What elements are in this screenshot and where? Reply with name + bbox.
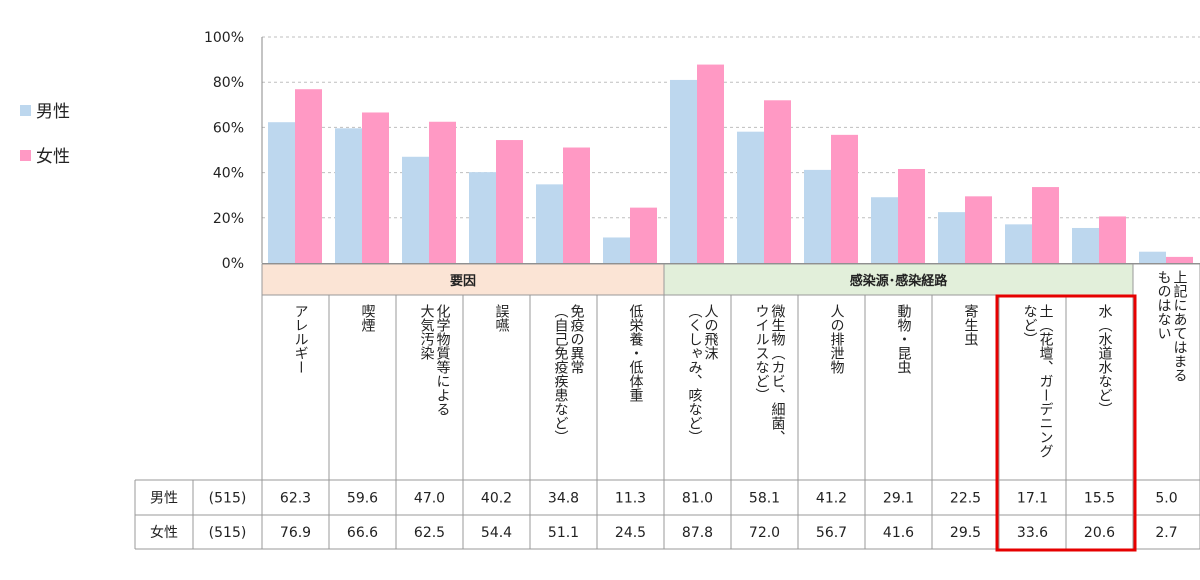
bar-male	[1072, 227, 1099, 263]
bar-male	[871, 197, 898, 263]
bar-female	[429, 121, 456, 263]
table-row-name: 女性	[150, 524, 178, 541]
table-cell-value: 54.4	[481, 525, 512, 541]
category-label: 上記にあてはまる	[1172, 270, 1188, 382]
bar-male	[1139, 251, 1166, 263]
category-label: 人の排泄物	[829, 304, 845, 375]
table-cell-value: 87.8	[682, 525, 713, 541]
legend-female-swatch	[20, 150, 31, 161]
bar-female	[965, 196, 992, 263]
bar-female	[630, 207, 657, 263]
table-row-n: (515)	[209, 525, 247, 541]
table-cell-value: 56.7	[816, 525, 847, 541]
table-cell-value: 72.0	[749, 525, 780, 541]
category-label: 低栄養・低体重	[628, 304, 644, 402]
table-cell-value: 62.5	[414, 525, 445, 541]
table-cell-value: 76.9	[280, 525, 311, 541]
table-cell-value: 5.0	[1155, 491, 1177, 507]
bar-female	[1099, 216, 1126, 263]
table-cell-value: 29.5	[950, 525, 981, 541]
table-cell-value: 29.1	[883, 491, 914, 507]
category-label: 動物・昆虫	[896, 304, 912, 375]
bar-female	[1166, 256, 1193, 263]
table-row-name: 男性	[150, 491, 178, 507]
legend-female: 女性	[20, 142, 70, 167]
legend-male: 男性	[20, 97, 70, 122]
table-cell-value: 58.1	[749, 491, 780, 507]
category-label: アレルギー	[293, 304, 309, 374]
y-tick-label: 80%	[213, 75, 244, 91]
category-label: 土（花壇、ガーデニング	[1038, 304, 1054, 458]
group-header-band	[663, 263, 1134, 296]
table-cell-value: 66.6	[347, 525, 378, 541]
y-tick-label: 100%	[204, 30, 244, 46]
table-cell-value: 11.3	[615, 491, 646, 507]
bar-male	[938, 212, 965, 263]
bar-female	[831, 134, 858, 263]
group-header-band	[261, 263, 665, 296]
category-label: 化学物質等による	[435, 304, 451, 416]
table-cell-value: 51.1	[548, 525, 579, 541]
legend-male-swatch	[20, 105, 31, 116]
table-cell-value: 81.0	[682, 491, 713, 507]
bar-male	[335, 128, 362, 263]
category-label: ウイルスなど）	[754, 304, 770, 402]
bar-male	[469, 172, 496, 263]
group-header-label: 要因	[450, 274, 476, 289]
table-cell-value: 41.2	[816, 491, 847, 507]
legend-female-label: 女性	[36, 147, 70, 167]
category-label: （自己免疫疾患など）	[553, 304, 569, 444]
table-cell-value: 22.5	[950, 491, 981, 507]
bar-male	[737, 131, 764, 263]
bar-female	[697, 64, 724, 264]
table-cell-value: 62.3	[280, 491, 311, 507]
category-label: 人の飛沫	[703, 304, 719, 360]
legend-male-label: 男性	[36, 102, 70, 122]
highlight-box	[995, 294, 1137, 552]
category-label: 喫煙	[360, 304, 376, 332]
category-label: 微生物（カビ、細菌、	[770, 304, 786, 444]
bar-female	[898, 168, 925, 263]
bar-male	[268, 122, 295, 264]
category-label: 免疫の異常	[569, 304, 585, 374]
bar-male	[670, 79, 697, 263]
category-label: 誤嚥	[494, 304, 510, 332]
bar-female	[295, 89, 322, 264]
category-label: 寄生虫	[963, 303, 979, 347]
table-cell-value: 17.1	[1017, 491, 1048, 507]
y-tick-label: 20%	[213, 211, 244, 227]
table-cell-value: 20.6	[1084, 525, 1115, 541]
category-label: 大気汚染	[419, 304, 435, 360]
table-cell-value: 2.7	[1155, 525, 1177, 541]
table-cell-value: 33.6	[1017, 525, 1048, 541]
table-cell-value: 15.5	[1084, 491, 1115, 507]
table-row-n: (515)	[209, 491, 247, 507]
table-cell-value: 34.8	[548, 491, 579, 507]
category-label: （くしゃみ、咳など）	[687, 304, 703, 444]
bar-male	[804, 169, 831, 263]
y-tick-label: 0%	[222, 256, 244, 272]
bar-female	[563, 147, 590, 263]
group-header-label: 感染源･感染経路	[850, 273, 949, 289]
table-cell-value: 41.6	[883, 525, 914, 541]
category-label: ものはない	[1156, 270, 1172, 340]
table-cell-value: 24.5	[615, 525, 646, 541]
bar-male	[402, 156, 429, 263]
bar-female	[362, 112, 389, 263]
bar-male	[1005, 224, 1032, 263]
bar-female	[764, 100, 791, 263]
bar-female	[496, 140, 523, 263]
bar-male	[603, 237, 630, 263]
category-label: など）	[1022, 304, 1038, 346]
bar-female	[1032, 187, 1059, 263]
table-cell-value: 59.6	[347, 491, 378, 507]
y-tick-label: 40%	[213, 166, 244, 182]
table-cell-value: 40.2	[481, 491, 512, 507]
bar-male	[536, 184, 563, 263]
y-tick-label: 60%	[213, 120, 244, 136]
category-label: 水（水道水など）	[1097, 304, 1113, 416]
table-cell-value: 47.0	[414, 491, 445, 507]
